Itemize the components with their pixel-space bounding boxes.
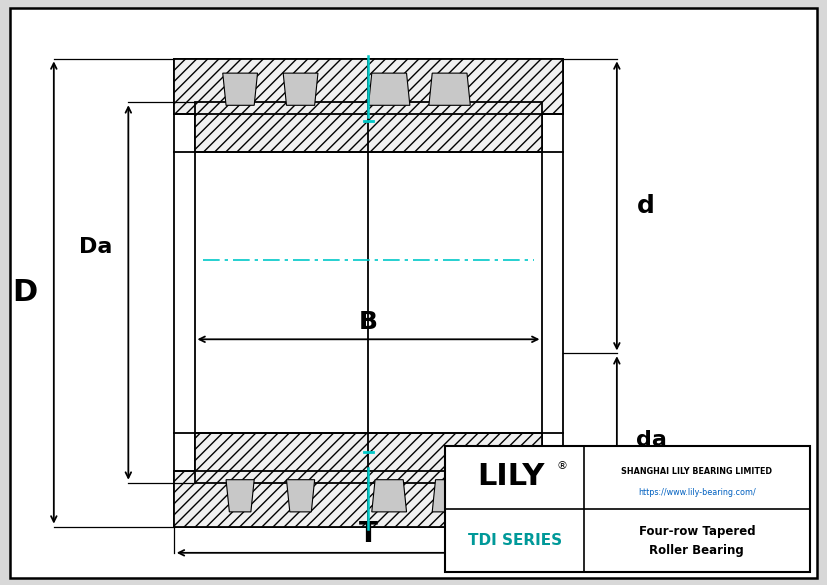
Text: ®: ® [556, 461, 566, 471]
Text: T: T [359, 520, 377, 548]
Text: da: da [635, 430, 667, 450]
Text: d: d [636, 194, 654, 218]
Polygon shape [432, 480, 466, 512]
Polygon shape [283, 73, 318, 105]
Bar [174, 58, 562, 526]
Text: https://www.lily-bearing.com/: https://www.lily-bearing.com/ [637, 488, 755, 497]
Text: B: B [359, 309, 377, 334]
Polygon shape [371, 480, 406, 512]
Text: TDI SERIES: TDI SERIES [467, 533, 561, 548]
Bar [445, 446, 809, 572]
Polygon shape [226, 480, 254, 512]
Polygon shape [428, 73, 470, 105]
Text: SHANGHAI LILY BEARING LIMITED: SHANGHAI LILY BEARING LIMITED [620, 467, 772, 476]
Text: Da: Da [79, 237, 112, 257]
Polygon shape [368, 73, 409, 105]
Bar [174, 58, 562, 114]
Bar [194, 433, 542, 483]
Polygon shape [222, 73, 257, 105]
Text: D: D [12, 278, 37, 307]
Bar [174, 471, 562, 526]
Text: Four-row Tapered
Roller Bearing: Four-row Tapered Roller Bearing [638, 525, 754, 557]
Bar [194, 102, 542, 483]
Polygon shape [286, 480, 314, 512]
Bar [194, 102, 542, 152]
Text: LILY: LILY [476, 462, 543, 491]
